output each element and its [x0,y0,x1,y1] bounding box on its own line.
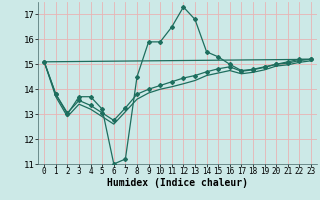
X-axis label: Humidex (Indice chaleur): Humidex (Indice chaleur) [107,178,248,188]
